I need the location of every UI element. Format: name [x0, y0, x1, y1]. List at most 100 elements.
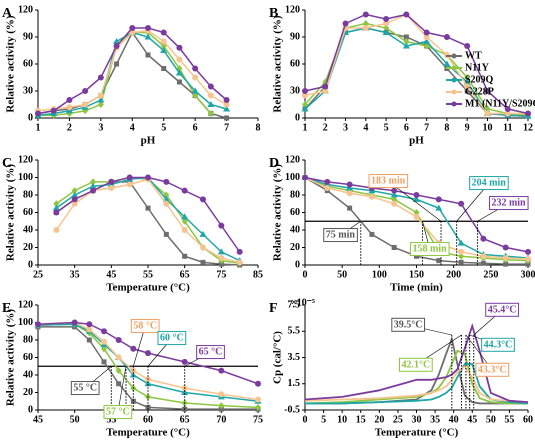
y-tick-label: 80	[23, 334, 33, 345]
x-tick-label: 35	[70, 269, 80, 280]
marker	[86, 326, 93, 333]
annotation: 39.5°C	[391, 317, 426, 332]
annotation: 58 °C	[130, 319, 160, 334]
marker	[346, 190, 353, 197]
x-tick-label: 7	[224, 122, 229, 133]
marker	[182, 253, 188, 259]
marker	[52, 204, 60, 211]
annotation: 204 min	[469, 176, 509, 191]
x-tick-label: 9	[465, 122, 470, 133]
series-line	[55, 176, 241, 253]
x-tick-label: 250	[483, 269, 498, 280]
marker	[175, 69, 183, 76]
marker	[413, 213, 420, 220]
x-axis-label: pH	[141, 135, 156, 147]
x-tick-label: 12	[523, 122, 533, 133]
annotation-label: 58 °C	[133, 321, 157, 332]
y-tick-label: 40	[23, 224, 33, 235]
annotation-box	[485, 302, 519, 317]
marker	[115, 337, 122, 343]
marker	[86, 337, 92, 343]
x-tick-label: 40	[449, 414, 459, 425]
marker	[368, 193, 375, 200]
marker	[218, 391, 225, 398]
y-tick-label: -0.5	[284, 404, 300, 415]
x-axis-label: Time (min)	[390, 282, 443, 294]
annotation-box	[157, 331, 187, 346]
x-tick-label: 75	[216, 269, 226, 280]
annotation: 55 °C	[70, 381, 100, 396]
y-axis-label: Relative activity (%)	[272, 164, 284, 261]
marker	[414, 253, 419, 259]
x-tick-label: 75	[253, 414, 263, 425]
marker	[163, 200, 170, 207]
annotation-label: 183 min	[371, 176, 406, 187]
marker	[402, 42, 410, 49]
y-tick-label: 90	[290, 31, 300, 42]
marker	[144, 380, 152, 387]
marker	[181, 187, 188, 194]
y-tick-label: 30	[23, 85, 33, 96]
x-tick-label: 150	[409, 269, 424, 280]
marker	[324, 178, 331, 185]
marker	[436, 258, 442, 264]
marker	[145, 25, 151, 31]
annotation-box	[488, 196, 529, 211]
marker	[97, 74, 104, 81]
x-tick-label: 5	[161, 122, 166, 133]
marker	[362, 11, 369, 18]
annotation-label: 42.1°C	[401, 359, 430, 370]
annotation-box	[103, 405, 133, 420]
x-tick-label: 5	[321, 414, 326, 425]
x-tick-label: 55	[504, 414, 514, 425]
marker	[130, 398, 136, 404]
annotation-label: 57 °C	[106, 407, 130, 418]
marker	[71, 191, 79, 198]
marker	[480, 235, 487, 242]
marker	[145, 350, 151, 357]
y-axis-label: Relative activity (%)	[5, 164, 17, 261]
x-tick-label: 8	[256, 122, 261, 133]
marker	[255, 396, 261, 403]
marker	[255, 380, 261, 387]
series-line	[55, 176, 240, 262]
marker	[324, 185, 331, 191]
marker	[223, 97, 230, 103]
legend-label: WT	[465, 50, 482, 61]
x-tick-label: 10	[482, 122, 492, 133]
y-tick-label: 40	[290, 224, 300, 235]
x-tick-label: 2	[323, 122, 328, 133]
marker	[218, 222, 225, 229]
x-axis-label: pH	[409, 135, 424, 147]
marker	[71, 187, 78, 195]
x-tick-label: 25	[33, 269, 43, 280]
marker	[391, 200, 398, 207]
marker	[160, 47, 168, 53]
x-tick-label: 0	[303, 414, 308, 425]
marker	[207, 83, 214, 90]
marker	[484, 88, 491, 94]
x-tick-label: 35	[430, 414, 440, 425]
marker	[457, 239, 465, 246]
marker	[65, 107, 73, 114]
marker	[116, 381, 122, 387]
marker	[35, 321, 41, 328]
x-axis-label: Temperature (°C)	[375, 427, 459, 439]
annotation-box	[475, 362, 510, 377]
marker	[383, 20, 390, 27]
y-tick-label: 100	[18, 317, 33, 328]
series-line	[55, 178, 240, 264]
x-tick-label: 50	[70, 414, 80, 425]
y-tick-label: 100	[18, 172, 33, 183]
y-tick-label: 0	[295, 259, 300, 270]
marker	[301, 105, 309, 112]
series-line	[304, 13, 528, 115]
marker	[115, 354, 122, 361]
y-tick-label: 80	[23, 189, 33, 200]
annotation-box	[391, 317, 426, 332]
marker	[192, 74, 199, 81]
legend-swatch	[451, 65, 457, 71]
marker	[342, 20, 349, 27]
marker	[383, 24, 390, 32]
